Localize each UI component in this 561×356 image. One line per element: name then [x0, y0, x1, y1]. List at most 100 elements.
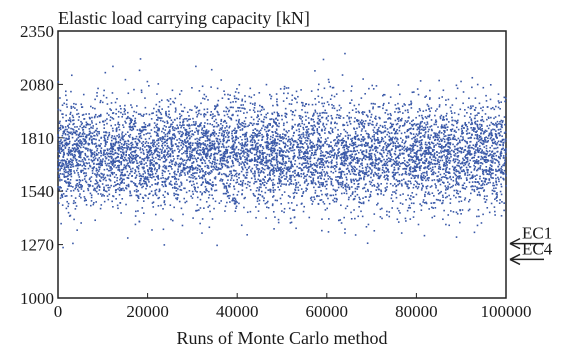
data-point: [326, 152, 329, 155]
data-point: [211, 144, 213, 147]
data-point: [111, 127, 114, 130]
data-point: [425, 124, 427, 126]
data-point: [83, 118, 85, 120]
data-point: [370, 181, 373, 184]
data-point: [462, 102, 464, 105]
data-point: [59, 109, 62, 112]
data-point: [497, 176, 499, 179]
data-point: [252, 118, 255, 121]
data-point: [211, 117, 214, 120]
data-point: [218, 142, 221, 145]
data-point: [453, 189, 456, 192]
data-point: [115, 174, 118, 176]
data-point: [387, 150, 390, 152]
data-point: [238, 118, 241, 121]
data-point: [466, 174, 469, 177]
data-point: [396, 145, 398, 148]
data-point: [271, 136, 274, 139]
data-point: [414, 135, 417, 138]
data-point: [435, 136, 437, 138]
data-point: [423, 150, 426, 153]
data-point: [66, 106, 68, 108]
data-point: [269, 162, 272, 165]
data-point: [253, 122, 255, 125]
data-point: [357, 122, 360, 125]
data-point: [482, 171, 485, 173]
data-point: [432, 156, 435, 158]
data-point: [272, 210, 275, 213]
data-point: [437, 158, 439, 161]
data-point: [339, 117, 341, 119]
data-point: [101, 164, 104, 167]
data-point: [76, 138, 78, 140]
data-point: [319, 199, 321, 201]
data-point: [387, 143, 389, 145]
data-point: [267, 165, 269, 168]
data-point: [334, 189, 336, 191]
data-point: [204, 130, 207, 133]
data-point: [473, 164, 475, 167]
data-point: [238, 126, 241, 129]
data-point: [100, 143, 102, 145]
data-point: [481, 125, 483, 127]
data-point: [195, 177, 198, 180]
data-point: [211, 218, 214, 220]
data-point: [121, 173, 123, 176]
data-point: [361, 215, 364, 218]
data-point: [456, 148, 458, 151]
data-point: [481, 143, 484, 146]
data-point: [493, 190, 495, 192]
data-point: [289, 222, 292, 224]
data-point: [418, 127, 421, 129]
data-point: [290, 221, 293, 224]
data-point: [174, 183, 176, 186]
data-point: [141, 142, 143, 145]
data-point: [120, 153, 123, 156]
data-point: [394, 153, 397, 156]
data-point: [470, 127, 472, 129]
data-point: [418, 130, 421, 133]
data-point: [78, 142, 81, 144]
data-point: [229, 151, 231, 154]
data-point: [235, 200, 237, 202]
data-point: [244, 132, 247, 135]
data-point: [95, 146, 97, 148]
data-point: [173, 171, 175, 174]
data-point: [205, 200, 208, 203]
data-point: [419, 167, 422, 169]
data-point: [415, 170, 418, 172]
data-point: [98, 175, 101, 177]
data-point: [233, 185, 235, 188]
data-point: [415, 124, 417, 127]
data-point: [223, 150, 226, 153]
data-point: [250, 169, 252, 172]
data-point: [196, 160, 198, 163]
data-point: [110, 161, 113, 164]
data-point: [491, 156, 493, 158]
data-point: [453, 150, 455, 153]
data-point: [161, 152, 163, 154]
data-point: [433, 159, 435, 161]
data-point: [100, 160, 102, 163]
data-point: [74, 197, 77, 199]
data-point: [493, 158, 496, 160]
data-point: [263, 108, 265, 111]
data-point: [344, 232, 346, 234]
data-point: [391, 125, 394, 128]
data-point: [328, 176, 331, 178]
data-point: [65, 164, 67, 166]
data-point: [498, 101, 500, 104]
data-point: [149, 161, 152, 163]
data-point: [463, 164, 465, 167]
data-point: [344, 207, 347, 210]
data-point: [129, 168, 132, 170]
data-point: [149, 164, 151, 167]
data-point: [409, 180, 412, 183]
data-point: [473, 152, 476, 155]
data-point: [72, 119, 74, 122]
data-point: [95, 190, 98, 193]
data-point: [111, 164, 114, 166]
data-point: [178, 113, 181, 115]
data-point: [158, 164, 160, 166]
data-point: [177, 188, 179, 190]
